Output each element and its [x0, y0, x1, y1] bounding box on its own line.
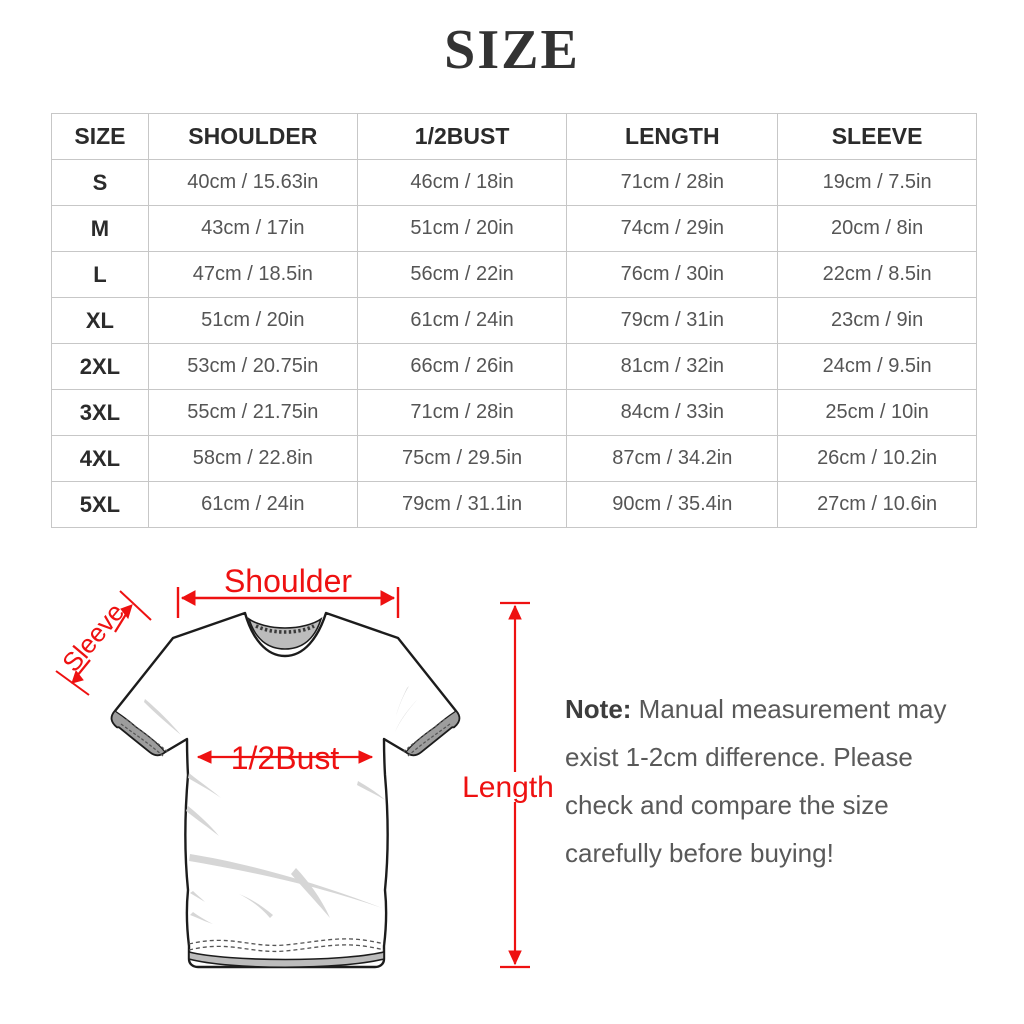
svg-text:Shoulder: Shoulder	[224, 563, 352, 599]
svg-text:1/2Bust: 1/2Bust	[231, 740, 340, 776]
svg-text:Sleeve: Sleeve	[56, 597, 130, 677]
svg-text:Length: Length	[462, 771, 554, 804]
